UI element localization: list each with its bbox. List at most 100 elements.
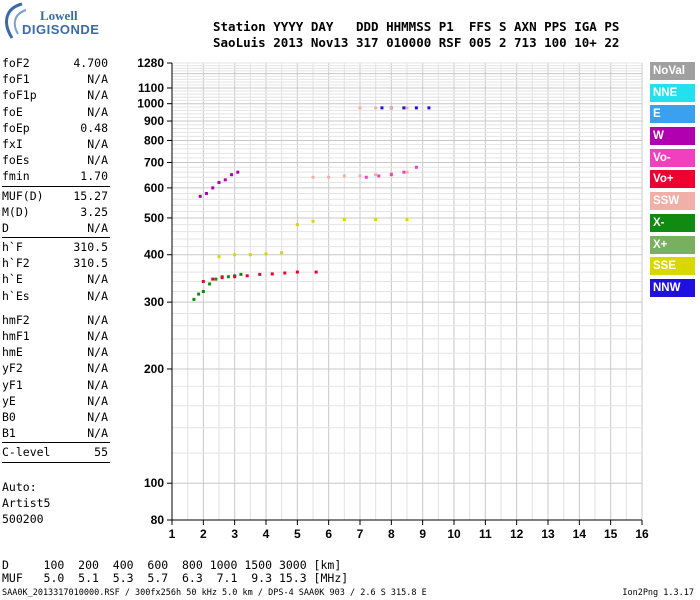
params-separator (2, 442, 110, 444)
echo-point (342, 218, 346, 222)
y-tick-label: 300 (144, 295, 164, 309)
y-tick-label: 900 (144, 114, 164, 128)
echo-point (427, 106, 431, 110)
x-tick-label: 15 (604, 527, 618, 541)
param-name: foEp (2, 120, 30, 135)
param-row: hmF2 N/A (2, 312, 110, 328)
echo-point (295, 223, 299, 227)
legend-item-nne: NNE (650, 83, 695, 102)
y-tick-label: 500 (144, 211, 164, 225)
echo-point (270, 272, 274, 276)
param-row: foF1 N/A (2, 71, 110, 87)
param-value: N/A (87, 329, 108, 343)
x-tick-label: 5 (294, 527, 301, 541)
y-tick-label: 700 (144, 155, 164, 169)
param-row: fmin 1.70 (2, 168, 110, 184)
echo-point (402, 170, 406, 174)
echo-point (414, 165, 418, 169)
y-tick-label: 400 (144, 248, 164, 262)
legend-item-xminus: X- (650, 213, 695, 232)
logo-swoosh-icon (5, 2, 27, 39)
autoscaling-info: Auto: Artist5 500200 (2, 479, 50, 527)
param-name: hmE (2, 345, 23, 360)
echo-point (217, 180, 221, 184)
echo-point (374, 173, 378, 177)
param-value: 1.70 (80, 169, 108, 184)
y-tick-label: 80 (151, 513, 165, 527)
param-row: h`F 310.5 (2, 239, 110, 255)
param-value: 55 (94, 445, 108, 460)
param-value: N/A (87, 72, 108, 87)
x-tick-label: 11 (479, 527, 492, 541)
param-row: foF2 4.700 (2, 55, 110, 71)
param-value: N/A (87, 272, 108, 287)
param-value: 3.25 (80, 204, 108, 219)
param-row: foEp 0.48 (2, 120, 110, 136)
param-name: foF2 (2, 56, 30, 70)
x-tick-label: 2 (200, 527, 207, 541)
echo-point (223, 178, 227, 182)
legend-item-nnw: NNW (650, 278, 695, 297)
legend-item-ssw: SSW (650, 192, 695, 211)
legend-item-vominus: Vo- (650, 148, 695, 167)
param-row: hmE N/A (2, 344, 110, 360)
param-value: N/A (87, 426, 108, 441)
echo-point (374, 106, 378, 110)
param-value: N/A (87, 88, 108, 103)
param-name: h`F (2, 240, 23, 255)
echo-point (402, 106, 406, 110)
polarization-legend: NoVal NNE E W Vo- Vo+ SSW X- X+ SSE NNW (650, 62, 695, 301)
echo-point (233, 253, 237, 257)
footer-version: Ion2Png 1.3.17 (622, 588, 694, 598)
auto-code: 500200 (2, 512, 44, 526)
param-value: N/A (87, 377, 108, 392)
param-name: hmF1 (2, 329, 30, 343)
echo-point (214, 277, 218, 281)
param-name: h`E (2, 272, 23, 287)
echo-point (314, 270, 318, 274)
plot-axes: 1 2 3 4 5 6 7 8 9 10 11 12 13 14 15 1680100200300400500… (137, 56, 649, 541)
param-row: h`F2 310.5 (2, 255, 110, 271)
param-value: N/A (87, 345, 108, 360)
param-row: D N/A (2, 220, 110, 236)
param-value: N/A (87, 312, 108, 327)
param-row: hmF1 N/A (2, 328, 110, 344)
echo-point (230, 173, 234, 177)
logo-line2: DIGISONDE (22, 22, 100, 37)
param-row: yF1 N/A (2, 377, 110, 393)
params-separator (2, 237, 110, 239)
distance-row: D 100 200 400 600 800 1000 1500 3000 [km… (2, 558, 342, 572)
echo-point (211, 186, 215, 190)
legend-item-xplus: X+ (650, 235, 695, 254)
echo-point (380, 106, 384, 110)
y-tick-label: 600 (144, 181, 164, 195)
x-tick-label: 12 (510, 527, 524, 541)
echo-point (211, 277, 215, 281)
x-tick-label: 4 (263, 527, 270, 541)
echo-point (374, 218, 378, 222)
y-tick-label: 100 (144, 476, 164, 490)
echo-point (311, 175, 315, 179)
param-name: h`F2 (2, 256, 30, 271)
echo-point (389, 173, 393, 177)
echo-point (264, 252, 268, 256)
param-row: foEs N/A (2, 152, 110, 168)
param-name: foE (2, 104, 23, 119)
param-value: N/A (87, 153, 108, 168)
param-name: hmF2 (2, 312, 30, 327)
scaled-parameters-panel: foF2 4.700 foF1 N/A foF1p N/A foE N/A foEp 0.48 fx… (2, 55, 110, 464)
params-separator (2, 461, 110, 463)
y-tick-label: 1100 (138, 81, 164, 95)
header-row-1: Station YYYY DAY DDD HHMMSS P1 FFS S AXN… (213, 19, 620, 34)
echo-point (405, 106, 409, 110)
param-value: N/A (87, 409, 108, 424)
param-row: MUF(D) 15.27 (2, 188, 110, 204)
plot-grid (171, 62, 643, 520)
echo-point (239, 272, 243, 276)
param-row: foF1p N/A (2, 87, 110, 103)
echo-point (226, 275, 230, 279)
echo-point (405, 218, 409, 222)
echo-point (197, 292, 201, 296)
params-separator (2, 185, 110, 187)
legend-item-w: W (650, 127, 695, 146)
